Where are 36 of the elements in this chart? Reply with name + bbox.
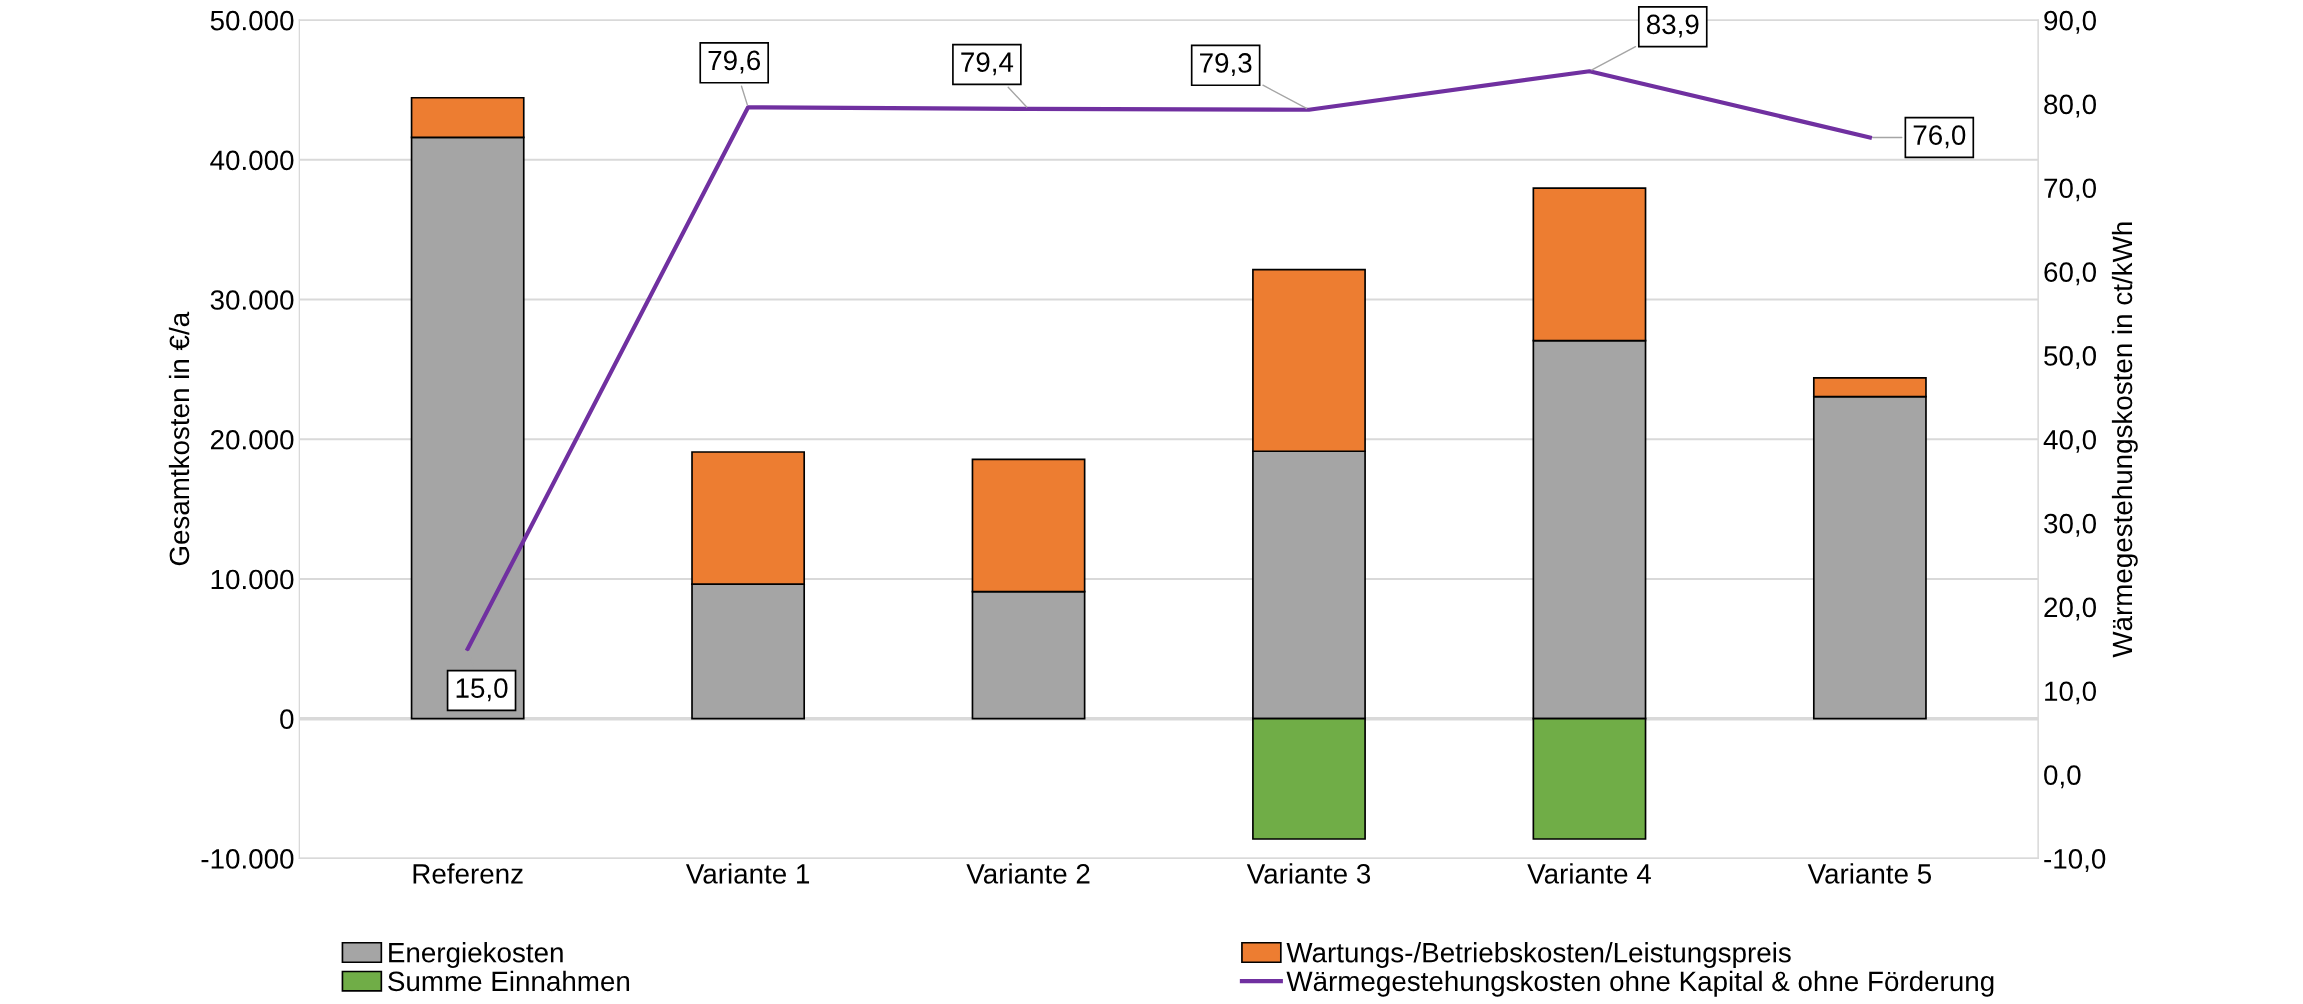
data-label: 15,0 xyxy=(456,678,508,702)
y-tick-label: 0 xyxy=(280,709,294,730)
data-label: 79,6 xyxy=(708,50,761,74)
y-tick-label: 50.000 xyxy=(210,10,294,31)
y2-tick-label: 90,0 xyxy=(2044,10,2096,34)
y2-tick-label: 30,0 xyxy=(2044,513,2096,537)
y-tick-label: -10.000 xyxy=(201,849,294,869)
y2-tick-label: 20,0 xyxy=(2044,597,2096,621)
data-label: 76,0 xyxy=(1913,125,1966,149)
y-tick-label: 10.000 xyxy=(211,569,294,590)
legend-label: Wartungs-/Betriebskosten/Leistungspreis xyxy=(1286,942,1791,968)
legend-label: Wärmegestehungskosten ohne Kapital & ohne Förderung xyxy=(1286,970,1994,997)
x-tick-label: Variante 2 xyxy=(966,863,1090,884)
data-label: 79,4 xyxy=(961,52,1014,76)
y2-tick-label: 40,0 xyxy=(2043,429,2096,453)
y2-axis-title: Wärmegestehungskosten in ct/kWh xyxy=(2111,222,2138,658)
data-label: 83,9 xyxy=(1646,14,1699,38)
x-tick-label: Variante 5 xyxy=(1807,863,1932,884)
x-tick-label: Variante 3 xyxy=(1246,863,1371,884)
x-tick-label: Variante 4 xyxy=(1527,863,1651,884)
y2-tick-label: 80,0 xyxy=(2044,94,2096,118)
y-axis-title: Gesamtkosten in €/a xyxy=(168,311,190,566)
y2-tick-label: 50,0 xyxy=(2044,346,2096,370)
legend-label: Summe Einnahmen xyxy=(388,970,630,992)
y2-tick-label: 60,0 xyxy=(2044,262,2096,286)
x-tick-label: Referenz xyxy=(413,863,523,884)
data-label: 79,3 xyxy=(1200,53,1252,77)
x-tick-label: Variante 1 xyxy=(685,863,810,884)
y2-tick-label: 0,0 xyxy=(2044,765,2081,789)
y2-tick-label: 10,0 xyxy=(2045,681,2096,705)
y-tick-label: 40.000 xyxy=(210,150,294,171)
y-tick-label: 20.000 xyxy=(210,429,294,450)
y2-tick-label: -10,0 xyxy=(2044,849,2106,873)
y2-tick-label: 70,0 xyxy=(2044,178,2096,202)
legend-label: Energiekosten xyxy=(389,942,563,968)
y-tick-label: 30.000 xyxy=(210,290,294,310)
